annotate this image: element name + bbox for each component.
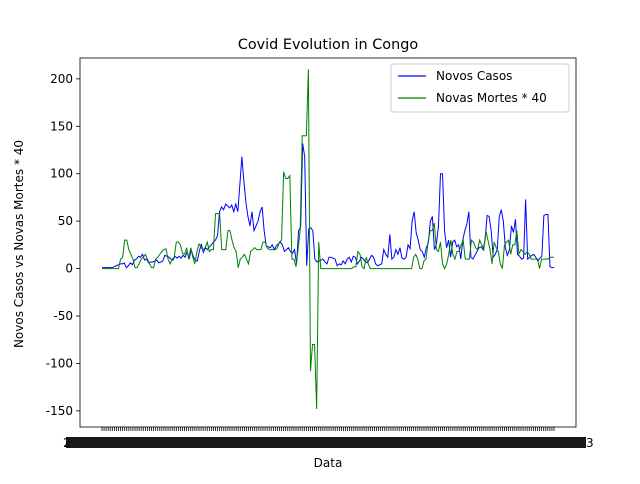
x-tick-label-last-fragment: 3 xyxy=(586,436,594,450)
y-tick-label: 150 xyxy=(50,119,73,133)
y-tick-label: 100 xyxy=(50,167,73,181)
legend: Novos Casos Novas Mortes * 40 xyxy=(390,63,570,113)
x-tick-labels-overlap xyxy=(66,437,586,448)
chart-title: Covid Evolution in Congo xyxy=(238,37,419,53)
x-tick-label-first-fragment: 2 xyxy=(63,436,71,450)
y-axis: -150 -100 -50 0 50 100 150 200 xyxy=(46,72,80,418)
legend-box xyxy=(390,63,570,113)
legend-label-novos-casos: Novos Casos xyxy=(436,69,512,83)
y-axis-label: Novos Casos vs Novas Mortes * 40 xyxy=(12,140,26,348)
y-tick-label: 200 xyxy=(50,72,73,86)
legend-label-novas-mortes: Novas Mortes * 40 xyxy=(436,91,547,105)
x-axis-label: Data xyxy=(314,456,343,470)
y-tick-label: -150 xyxy=(46,404,73,418)
plot-area xyxy=(79,57,577,428)
x-axis xyxy=(66,427,586,448)
y-tick-label: 50 xyxy=(58,214,73,228)
axes-frame xyxy=(79,57,577,428)
y-tick-label: 0 xyxy=(65,262,73,276)
y-tick-label: -50 xyxy=(53,309,73,323)
series-line-novos-casos xyxy=(102,143,554,269)
series-line-novas-mortes xyxy=(102,69,554,409)
y-tick-label: -100 xyxy=(46,356,73,370)
